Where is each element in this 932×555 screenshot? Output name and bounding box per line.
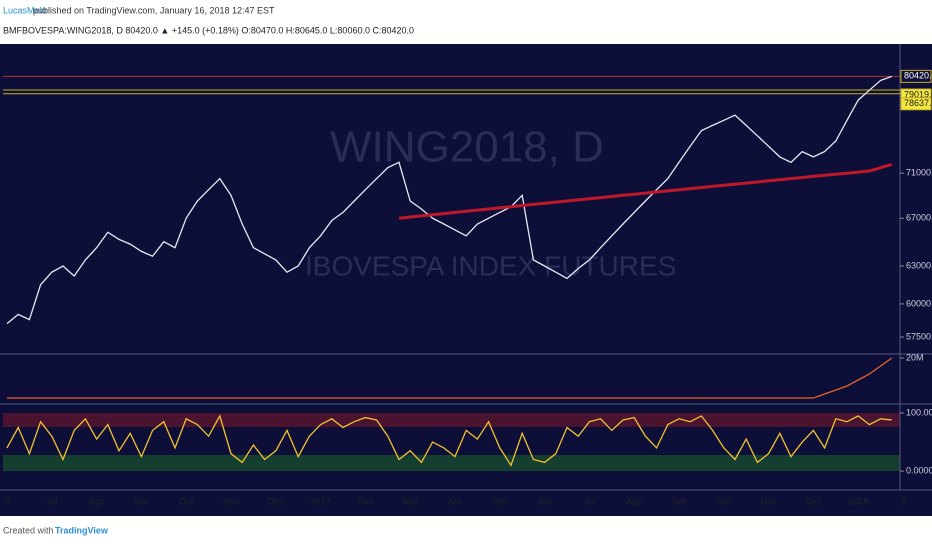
overbought-band	[3, 413, 900, 427]
series-line	[6, 75, 893, 325]
series-line	[7, 357, 893, 399]
y-tick-label: 67000.0	[906, 213, 932, 223]
x-tick-label: Set	[672, 496, 686, 506]
y-tick-label: 57500.0	[906, 331, 932, 341]
y-tick-label: 63000.0	[906, 260, 932, 270]
price-tag-label: 78637.0	[904, 98, 932, 108]
x-tick-label: Nov	[223, 496, 240, 506]
x-tick-label: Out	[717, 496, 732, 506]
footer-created: Created with	[3, 525, 54, 535]
published: published on TradingView.com, January 16…	[33, 5, 275, 15]
footer-brand[interactable]: TradingView	[55, 525, 109, 535]
x-tick-label: 2017	[311, 496, 331, 506]
watermark: IBOVESPA INDEX FUTURES	[305, 250, 676, 281]
x-tick-label: Nov	[761, 496, 778, 506]
x-tick-label: Ago	[626, 496, 642, 506]
x-tick-label: Mai	[493, 496, 508, 506]
watermark: WING2018, D	[330, 123, 604, 172]
y-tick-label: 0.0000	[906, 466, 932, 476]
x-tick-label: Jun	[537, 496, 552, 506]
x-tick-label: 2018	[848, 496, 868, 506]
x-tick-label: Mar	[402, 496, 418, 506]
x-tick-label: Abr	[448, 496, 462, 506]
chart-background	[0, 44, 932, 516]
x-tick-label: Dez	[805, 496, 822, 506]
price-tag	[900, 97, 932, 111]
y-tick-label: 20M	[906, 352, 924, 362]
x-tick-label: Set	[135, 496, 149, 506]
x-tick-label: Dez	[268, 496, 285, 506]
price-tag-label: 80420.0	[904, 71, 932, 81]
series-line	[6, 414, 892, 467]
symbol-info: BMFBOVESPA:WING2018, D 80420.0 ▲ +145.0 …	[3, 25, 414, 35]
x-tick-label: Ago	[89, 496, 105, 506]
series-line	[398, 162, 893, 220]
oversold-band	[3, 455, 900, 471]
y-tick-label: 71000.0	[906, 168, 932, 178]
price-tag-label: 79019.0	[904, 89, 932, 99]
x-tick-label: Fev	[358, 496, 374, 506]
x-tick-label: 2	[900, 496, 905, 506]
x-tick-label: Jul	[584, 496, 596, 506]
price-tag	[900, 69, 932, 83]
y-tick-label: 100.0000	[906, 407, 932, 417]
y-tick-label: 60000.0	[906, 298, 932, 308]
x-tick-label: 6	[4, 496, 9, 506]
x-tick-label: Out	[179, 496, 194, 506]
x-tick-label: Jul	[46, 496, 58, 506]
publisher[interactable]: LucasMelo	[3, 5, 47, 15]
